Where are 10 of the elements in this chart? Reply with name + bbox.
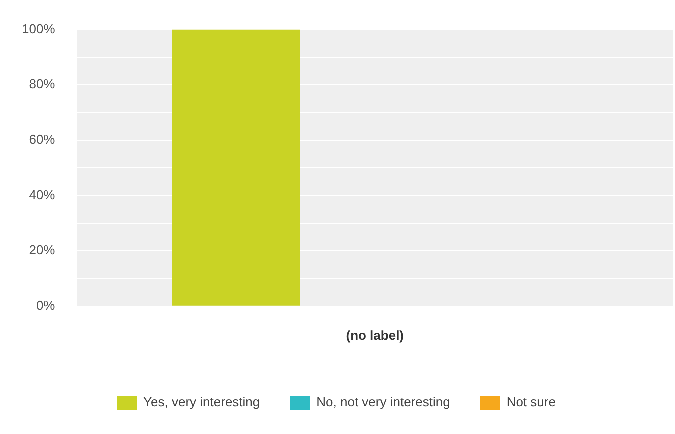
x-tick-label: (no label) bbox=[346, 328, 404, 343]
y-tick-label: 0% bbox=[36, 298, 56, 313]
y-tick-label: 80% bbox=[29, 76, 56, 92]
y-tick-label: 60% bbox=[29, 132, 56, 148]
y-tick-label: 20% bbox=[29, 242, 56, 258]
y-tick-label: 40% bbox=[29, 187, 56, 202]
legend-label: Not sure bbox=[506, 394, 556, 410]
y-tick-label: 100% bbox=[22, 21, 56, 36]
legend-label: No, not very interesting bbox=[316, 394, 450, 410]
legend-label: Yes, very interesting bbox=[144, 394, 260, 410]
